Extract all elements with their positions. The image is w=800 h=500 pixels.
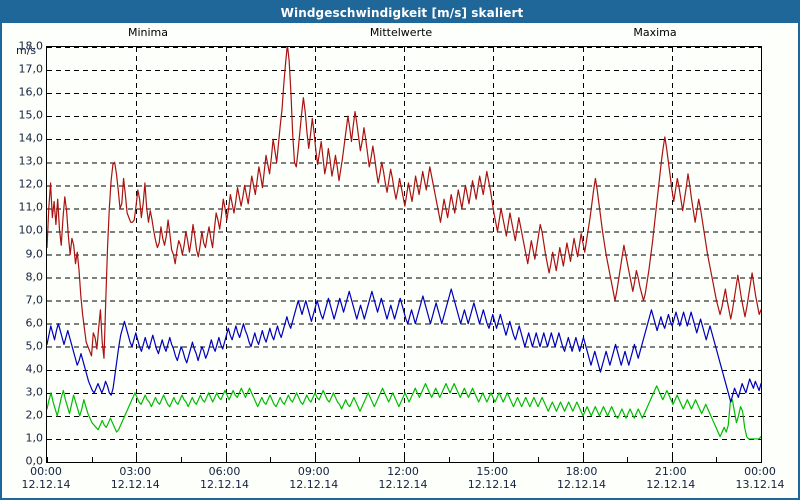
y-tick-label: 0,0	[25, 454, 44, 468]
series-line-mittelwerte	[47, 288, 761, 403]
x-tick-date: 13.12.14	[735, 478, 785, 491]
x-tick-date: 12.12.14	[200, 478, 249, 491]
x-tick-time: 21:00	[654, 465, 687, 478]
y-tick-label: 1,0	[25, 431, 44, 445]
y-tick-label: 16,0	[18, 85, 44, 99]
x-tick-date: 12.12.14	[378, 478, 428, 491]
y-tick-label: 9,0	[25, 247, 44, 260]
window-title-bar: Windgeschwindigkeit [m/s] skaliert	[2, 2, 798, 23]
x-tick-date: 12.12.14	[467, 478, 517, 491]
x-tick-time: 18:00	[565, 465, 598, 478]
x-tick-time: 06:00	[208, 465, 241, 478]
y-tick-label: 17,0	[18, 62, 44, 76]
y-tick-label: 10,0	[18, 223, 44, 237]
series-line-minima	[47, 383, 761, 440]
page-title: Windgeschwindigkeit [m/s] skaliert	[280, 5, 524, 20]
y-axis-unit-label: m/s	[16, 44, 37, 57]
data-series-layer	[47, 47, 761, 440]
x-tick-date: 12.12.14	[110, 478, 160, 491]
x-axis-tick-labels: 00:00 12.12.14 03:00 12.12.14 06:00 12.12.14 0…	[2, 465, 798, 498]
x-tick-time: 03:00	[119, 465, 152, 478]
x-tick-time: 00:00	[30, 465, 62, 478]
x-tick-label: 00:00 12.12.14	[22, 465, 71, 491]
y-tick-label: 18,0	[18, 39, 44, 53]
x-tick-date: 12.12.14	[557, 478, 606, 491]
y-tick-label: 12,0	[18, 177, 44, 191]
legend-item-minima: Minima	[127, 26, 169, 39]
y-tick-label: 4,0	[25, 362, 44, 376]
y-tick-label: 7,0	[25, 293, 44, 307]
x-tick-label: 06:00 12.12.14	[200, 465, 249, 491]
y-tick-label: 6,0	[25, 316, 44, 330]
plot-area	[46, 46, 762, 463]
x-tick-label: 15:00 12.12.14	[468, 465, 517, 491]
x-tick-date: 12.12.14	[21, 478, 71, 491]
x-tick-time: 09:00	[297, 465, 330, 478]
y-tick-label: 13,0	[18, 154, 44, 168]
y-tick-label: 15,0	[18, 108, 44, 122]
x-tick-time: 00:00	[744, 465, 776, 478]
y-tick-label: 11,0	[18, 200, 44, 214]
x-tick-time: 15:00	[476, 465, 509, 478]
x-tick-label: 09:00 12.12.14	[289, 465, 338, 491]
legend-item-mittelwerte: Mittelwerte	[369, 26, 433, 39]
y-tick-label: 8,0	[25, 270, 44, 284]
y-tick-label: 3,0	[25, 385, 44, 399]
x-tick-label: 18:00 12.12.14	[557, 465, 606, 491]
legend-item-maxima: Maxima	[633, 26, 677, 39]
x-tick-label: 03:00 12.12.14	[111, 465, 160, 491]
x-tick-date: 12.12.14	[289, 478, 339, 491]
y-tick-label: 5,0	[25, 339, 44, 353]
chart-legend: Minima Mittelwerte Maxima	[2, 26, 798, 42]
y-axis-tick-labels: 18,0 17,0 16,0 15,0 14,0 13,0 12,0 11,0 10,0 9,0 8…	[2, 2, 44, 498]
y-tick-label: 14,0	[18, 131, 44, 145]
y-tick-label: 2,0	[25, 408, 44, 422]
series-line-maxima	[47, 47, 761, 359]
x-tick-date: 12.12.14	[646, 478, 696, 491]
x-tick-label: 21:00 12.12.14	[646, 465, 695, 491]
x-tick-time: 12:00	[387, 465, 419, 478]
x-tick-label: 12:00 12.12.14	[379, 465, 428, 491]
chart-svg	[47, 47, 761, 462]
x-tick-label: 00:00 13.12.14	[736, 465, 785, 491]
